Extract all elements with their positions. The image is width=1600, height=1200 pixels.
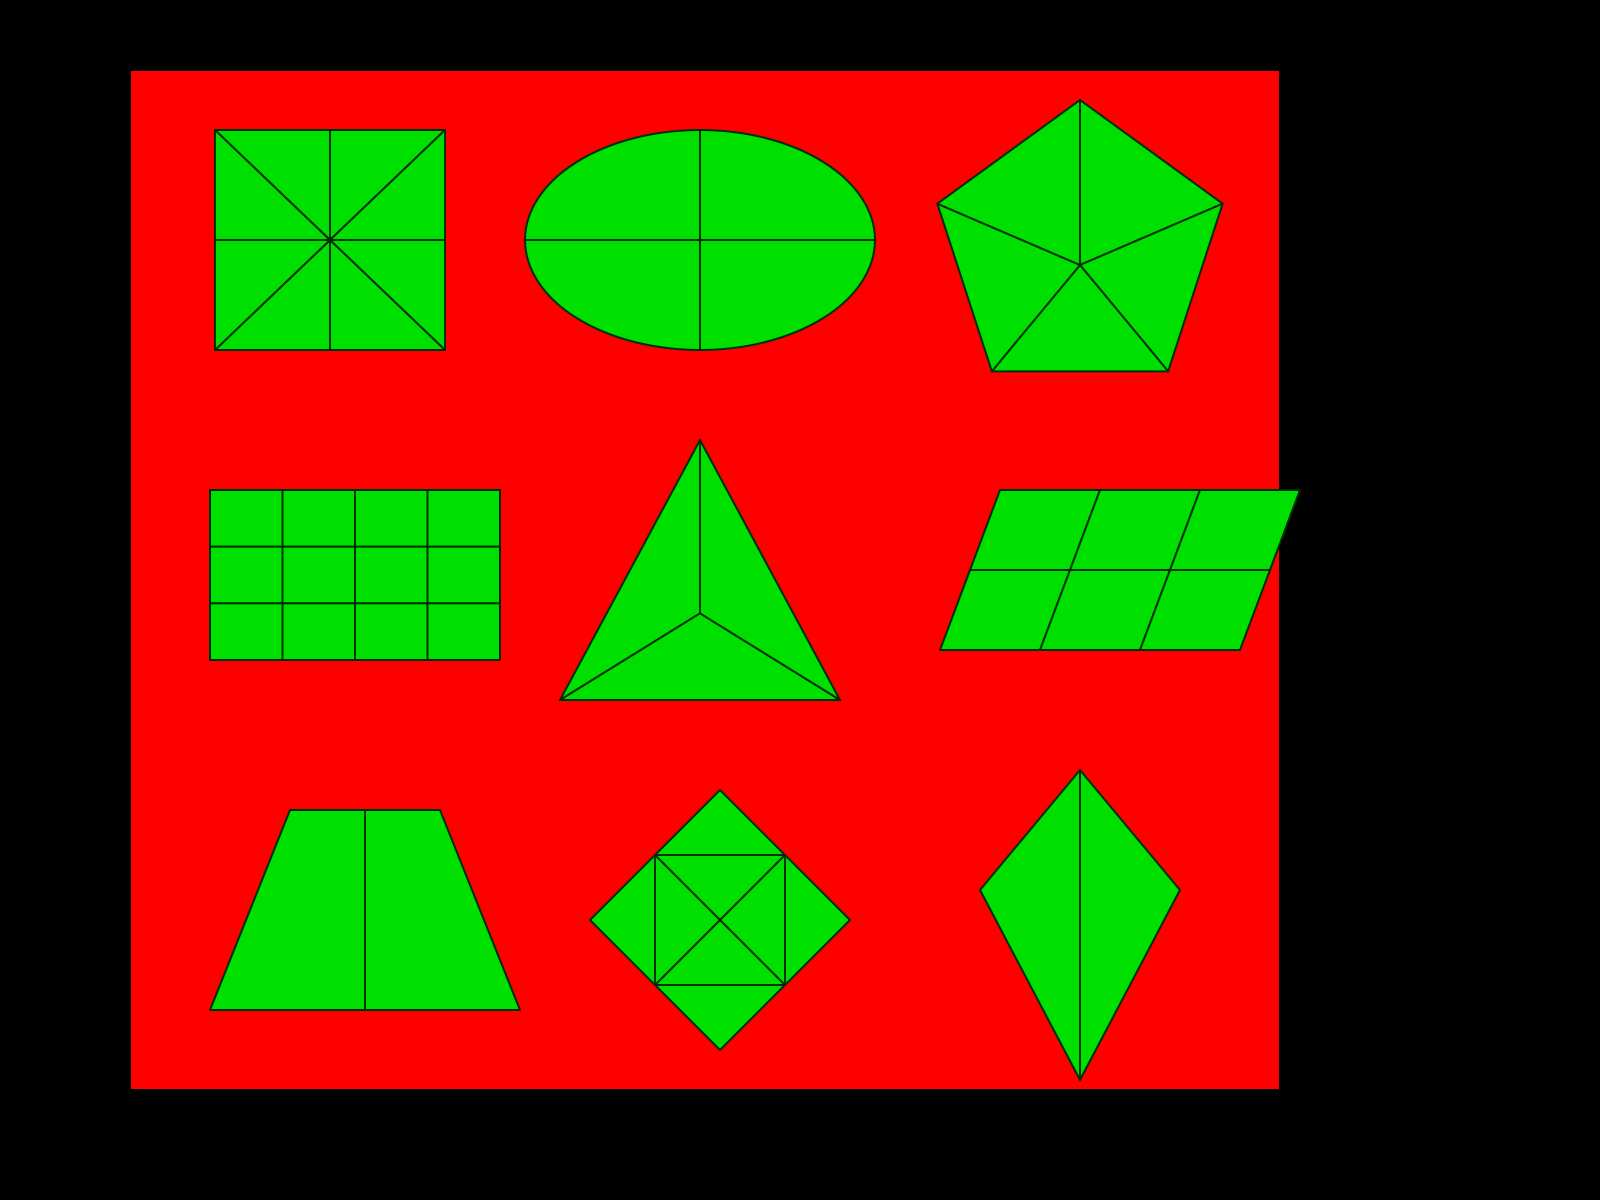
ellipse-shape [525, 130, 875, 350]
grid-cell [428, 547, 501, 604]
grid-cell [210, 490, 283, 547]
grid-cell [355, 603, 428, 660]
grid-cell [428, 490, 501, 547]
shapes-diagram [0, 0, 1600, 1200]
parallelogram-shape [940, 490, 1300, 650]
rectangle-grid-shape [210, 490, 500, 660]
square-shape [215, 130, 445, 350]
grid-cell [283, 603, 356, 660]
grid-cell [355, 490, 428, 547]
grid-cell [283, 547, 356, 604]
grid-cell [428, 603, 501, 660]
grid-cell [355, 547, 428, 604]
grid-cell [210, 547, 283, 604]
grid-cell [210, 603, 283, 660]
grid-cell [283, 490, 356, 547]
